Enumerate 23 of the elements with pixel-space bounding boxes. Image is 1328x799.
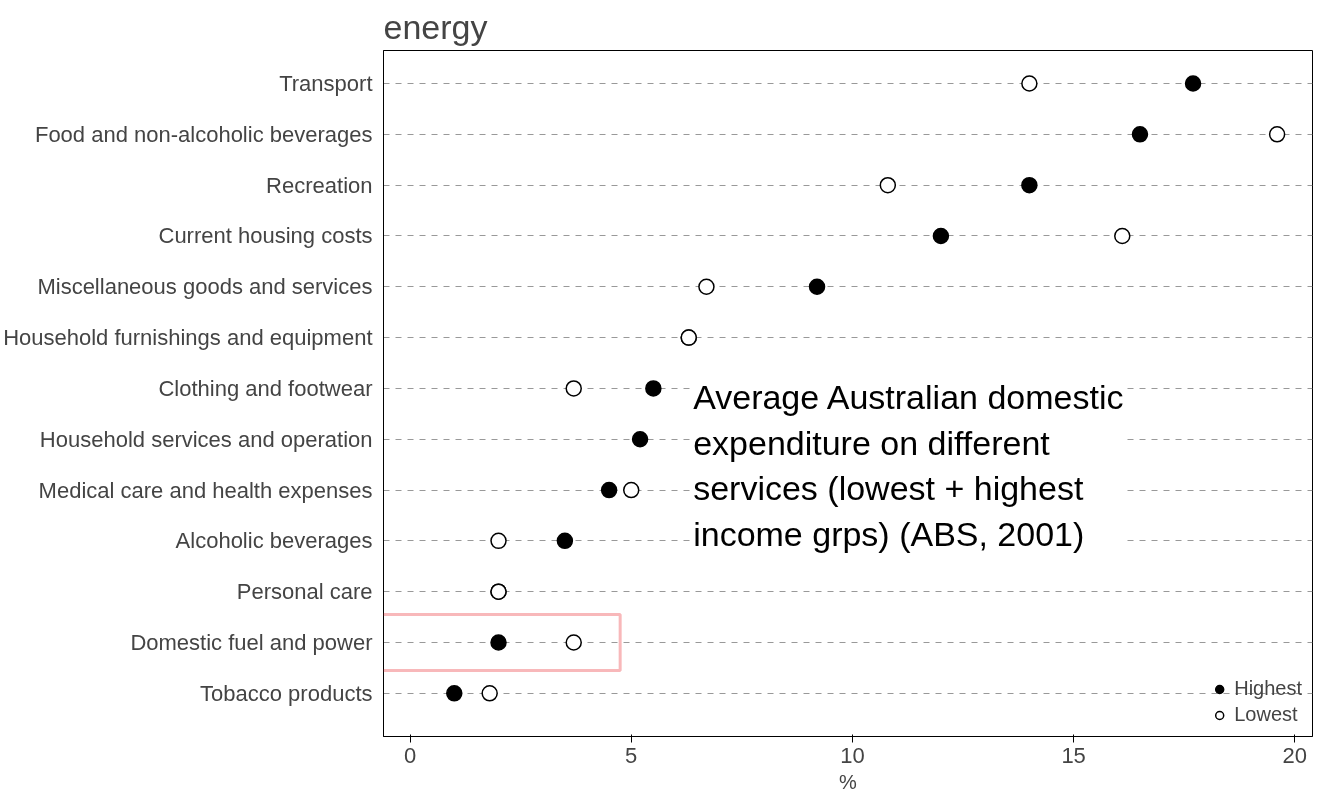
y-tick-label: Personal care xyxy=(236,579,373,605)
legend-label: Lowest xyxy=(1234,703,1298,726)
x-tick-label: 15 xyxy=(1061,742,1086,768)
x-tick-label: 10 xyxy=(840,742,865,768)
y-tick-label: Domestic fuel and power xyxy=(130,629,373,655)
y-tick-label: Current housing costs xyxy=(158,223,373,249)
chart-title: energy xyxy=(383,7,488,46)
x-tick-label: 0 xyxy=(403,742,417,768)
y-tick-label: Household furnishings and equipment xyxy=(3,325,373,351)
annotation: Average Australian domestic expenditure on different services (lowest + highest income grps) (ABS, 2001) xyxy=(693,378,1124,554)
y-tick-label: Transport xyxy=(279,71,373,97)
legend-label: Highest xyxy=(1234,677,1302,700)
y-tick-label: Miscellaneous goods and services xyxy=(37,274,373,300)
y-tick-label: Recreation xyxy=(266,172,373,198)
x-axis-title: % xyxy=(839,770,858,793)
y-tick-label: Alcoholic beverages xyxy=(175,528,373,554)
y-tick-label: Tobacco products xyxy=(200,680,373,706)
x-tick-label: 5 xyxy=(625,742,638,768)
y-tick-label: Clothing and footwear xyxy=(158,375,373,401)
y-tick-label: Food and non-alcoholic beverages xyxy=(34,121,373,147)
x-tick-label: 20 xyxy=(1282,742,1308,768)
y-tick-label: Household services and operation xyxy=(39,426,373,452)
y-tick-label: Medical care and health expenses xyxy=(38,477,373,503)
